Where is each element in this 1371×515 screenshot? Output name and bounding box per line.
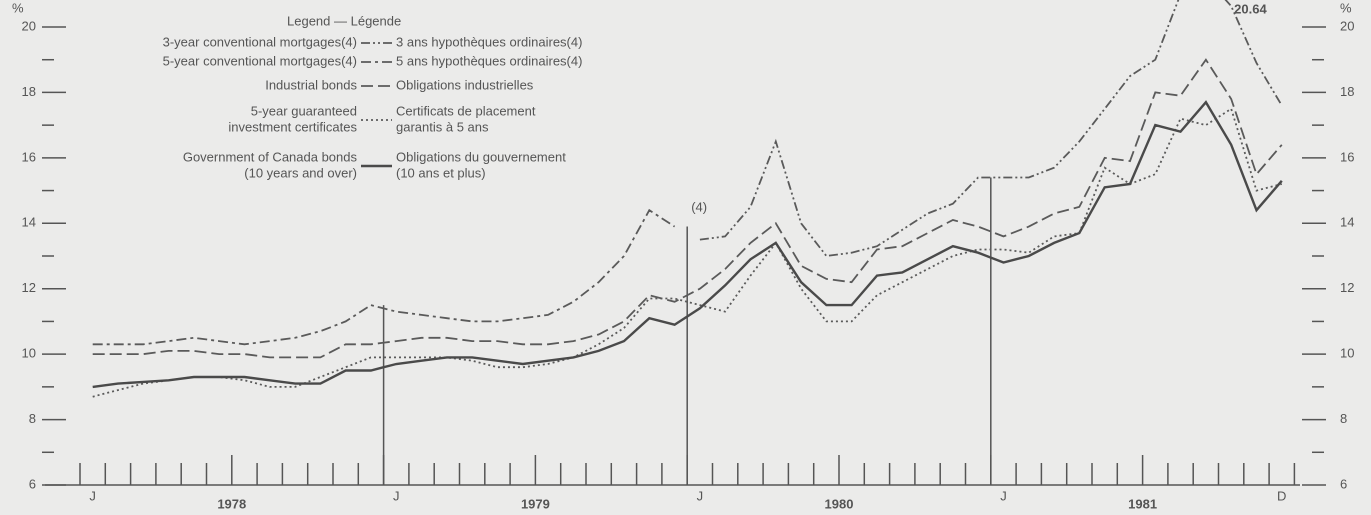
year-label: 1980 xyxy=(825,496,854,511)
x-tick-label: J xyxy=(697,488,704,503)
series-line xyxy=(699,0,1283,257)
y-tick-label-right: 8 xyxy=(1340,411,1347,426)
legend-title: Legend — Légende xyxy=(287,13,401,28)
legend-label: Industrial bonds xyxy=(265,77,357,92)
legend-label: Government of Canada bonds xyxy=(183,149,358,164)
y-tick-label: 12 xyxy=(22,280,36,295)
y-tick-label: 14 xyxy=(22,215,36,230)
x-tick-label: J xyxy=(393,488,400,503)
y-tick-label-right: 16 xyxy=(1340,149,1354,164)
legend-label-fr: 5 ans hypothèques ordinaires(4) xyxy=(396,53,582,68)
legend-label: 5-year conventional mortgages(4) xyxy=(163,53,357,68)
legend-label: investment certificates xyxy=(228,119,357,134)
y-unit-right: % xyxy=(1340,0,1352,15)
y-tick-label-right: 18 xyxy=(1340,84,1354,99)
legend-label: 3-year conventional mortgages(4) xyxy=(163,34,357,49)
y-tick-label: 10 xyxy=(22,346,36,361)
y-unit: % xyxy=(12,0,24,15)
annotation: (4) xyxy=(691,199,707,214)
y-tick-label: 6 xyxy=(29,476,36,491)
series-line xyxy=(92,58,1283,359)
y-tick-label: 16 xyxy=(22,149,36,164)
y-tick-label-right: 6 xyxy=(1340,476,1347,491)
value-label: 20.64 xyxy=(1234,1,1267,16)
series-line xyxy=(92,208,676,346)
legend-label-fr: Obligations du gouvernement xyxy=(396,149,566,164)
legend-label-fr: 3 ans hypothèques ordinaires(4) xyxy=(396,34,582,49)
legend-label-fr: (10 ans et plus) xyxy=(396,165,486,180)
y-tick-label: 8 xyxy=(29,411,36,426)
x-tick-label: D xyxy=(1277,488,1286,503)
legend-label-fr: Certificats de placement xyxy=(396,103,536,118)
legend-label-fr: Obligations industrielles xyxy=(396,77,534,92)
series-line xyxy=(92,100,1283,389)
legend-label: 5-year guaranteed xyxy=(251,103,357,118)
series-line xyxy=(92,107,1283,398)
y-tick-label-right: 10 xyxy=(1340,346,1354,361)
y-tick-label-right: 12 xyxy=(1340,280,1354,295)
year-label: 1978 xyxy=(217,496,246,511)
plot-area xyxy=(92,0,1283,398)
legend-label-fr: garantis à 5 ans xyxy=(396,119,489,134)
year-label: 1981 xyxy=(1128,496,1157,511)
x-tick-label: J xyxy=(1000,488,1007,503)
legend-label: (10 years and over) xyxy=(244,165,357,180)
y-tick-label-right: 20 xyxy=(1340,18,1354,33)
x-tick-label: J xyxy=(89,488,96,503)
y-tick-label-right: 14 xyxy=(1340,215,1354,230)
y-tick-label: 18 xyxy=(22,84,36,99)
y-tick-label: 20 xyxy=(22,18,36,33)
year-label: 1979 xyxy=(521,496,550,511)
